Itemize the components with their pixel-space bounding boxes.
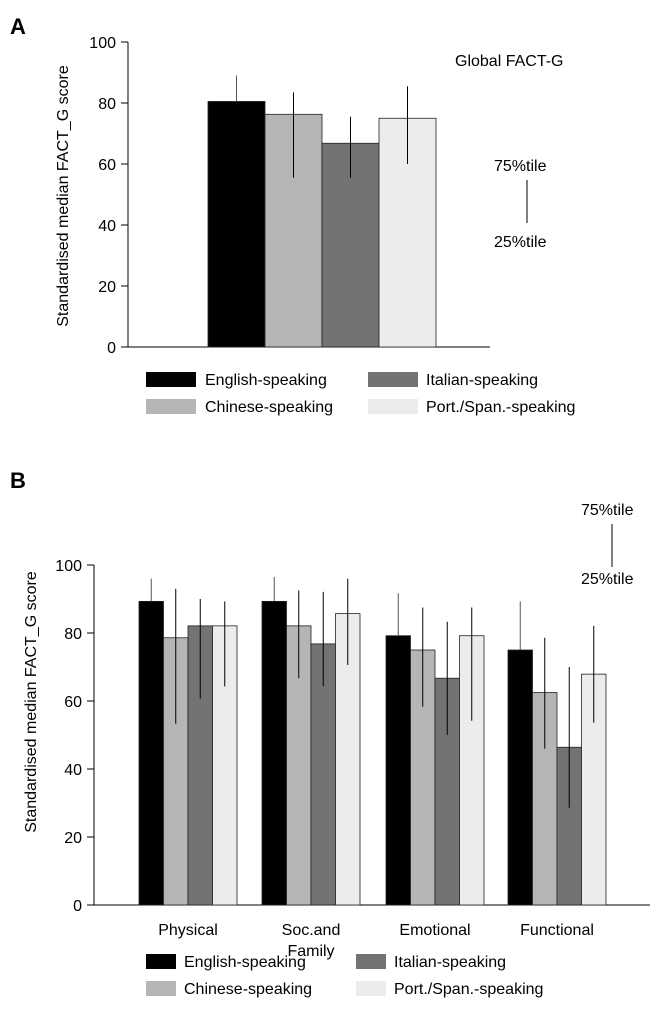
legend-a-label-chinese: Chinese-speaking xyxy=(205,399,333,416)
legend-b-label-chinese: Chinese-speaking xyxy=(184,981,312,998)
panel-a-bar-english-speaking xyxy=(207,101,266,348)
panel-b-category-label: Family xyxy=(287,943,334,960)
legend-b-swatch-portspan xyxy=(356,981,386,996)
legend-b-label-portspan: Port./Span.-speaking xyxy=(394,981,543,998)
legend-a-label-italian: Italian-speaking xyxy=(426,372,538,389)
panel-a-y-tick-label: 0 xyxy=(107,340,116,357)
panel-b-category-label: Functional xyxy=(520,922,594,939)
panel-b-label: B xyxy=(10,468,26,493)
panel-a-label: A xyxy=(10,14,26,39)
legend-a-swatch-italian xyxy=(368,372,418,387)
legend-a-label-english: English-speaking xyxy=(205,372,327,389)
panel-b-y-tick-label: 80 xyxy=(64,626,82,643)
panel-b-legend: English-speaking Italian-speaking Chines… xyxy=(146,954,543,998)
panel-a-y-tick-label: 100 xyxy=(89,35,116,52)
legend-b-swatch-italian xyxy=(356,954,386,969)
panel-b-category-label: Emotional xyxy=(399,922,470,939)
legend-a-label-portspan: Port./Span.-speaking xyxy=(426,399,575,416)
panel-b-key-top-label: 75%tile xyxy=(581,502,634,519)
panel-b-y-tick-label: 100 xyxy=(55,558,82,575)
panel-b-category-label: Soc.and xyxy=(282,922,341,939)
panel-a-y-tick-label: 40 xyxy=(98,218,116,235)
legend-b-label-english: English-speaking xyxy=(184,954,306,971)
panel-b-bar-english-speaking-functional xyxy=(507,649,533,906)
panel-b-y-tick-label: 20 xyxy=(64,830,82,847)
legend-a-swatch-english xyxy=(146,372,196,387)
legend-b-label-italian: Italian-speaking xyxy=(394,954,506,971)
legend-b-swatch-english xyxy=(146,954,176,969)
panel-b-category-label: Physical xyxy=(158,922,218,939)
panel-a-y-tick-label: 20 xyxy=(98,279,116,296)
panel-a-legend: English-speaking Italian-speaking Chines… xyxy=(146,372,575,416)
panel-b-bar-english-speaking-physical xyxy=(138,600,164,906)
panel-b-bar-italian-speaking-soc-and-family xyxy=(310,643,336,906)
panel-a-key-top-label: 75%tile xyxy=(494,158,547,175)
panel-b-bar-english-speaking-soc-and-family xyxy=(261,600,287,906)
panel-a-y-tick-label: 60 xyxy=(98,157,116,174)
panel-a-y-axis-label: Standardised median FACT_G score xyxy=(55,65,72,327)
legend-b-swatch-chinese xyxy=(146,981,176,996)
panel-a-title: Global FACT-G xyxy=(455,53,563,70)
legend-a-swatch-portspan xyxy=(368,399,418,414)
panel-b-y-tick-label: 40 xyxy=(64,762,82,779)
panel-b-bar-english-speaking-emotional xyxy=(385,635,411,906)
panel-b-y-axis-label: Standardised median FACT_G score xyxy=(23,571,40,833)
panel-a-y-tick-label: 80 xyxy=(98,96,116,113)
panel-b-y-tick-label: 60 xyxy=(64,694,82,711)
panel-b-y-tick-label: 0 xyxy=(73,898,82,915)
panel-b-key-bottom-label: 25%tile xyxy=(581,571,634,588)
legend-a-swatch-chinese xyxy=(146,399,196,414)
panel-a-key-bottom-label: 25%tile xyxy=(494,234,547,251)
